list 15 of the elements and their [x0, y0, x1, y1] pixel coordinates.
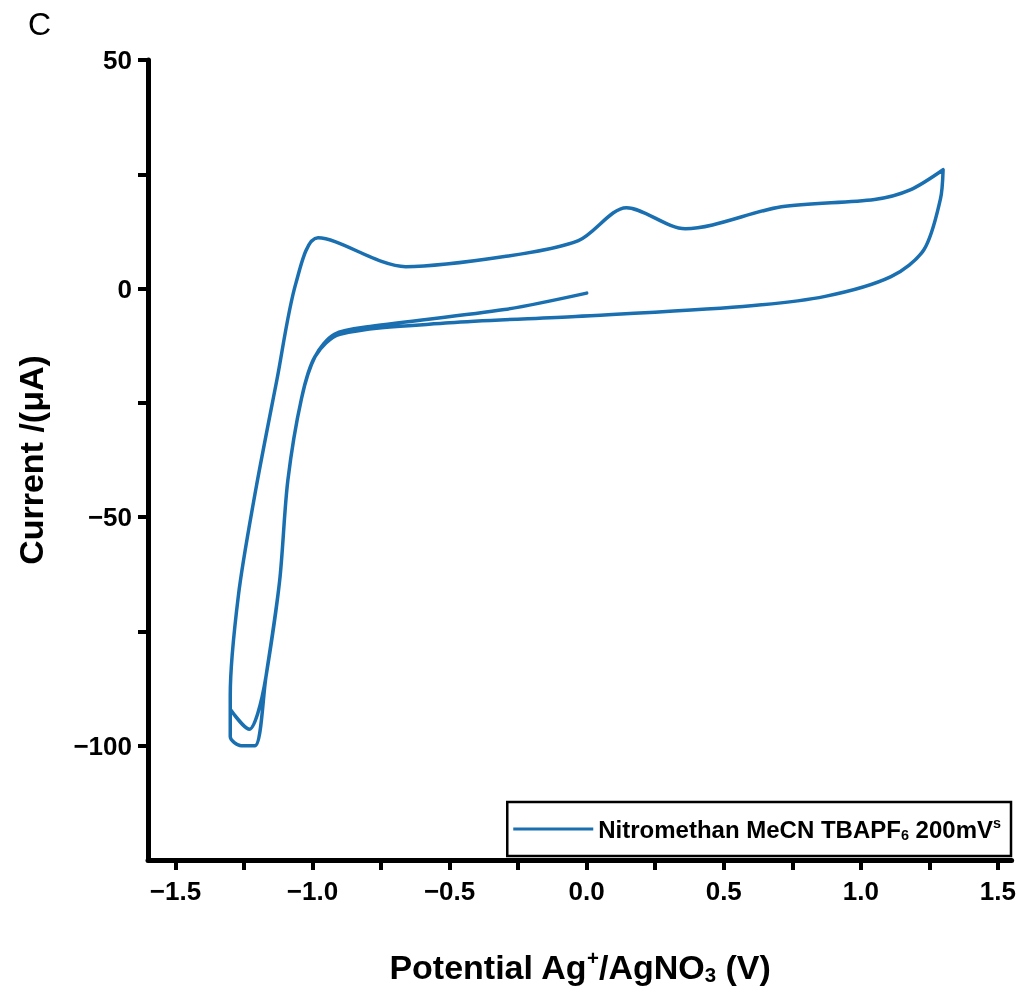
- x-tick-label: −1.0: [286, 876, 339, 906]
- x-axis-title: Potential Ag+/AgNO3 (V): [389, 947, 771, 986]
- text: C: [28, 6, 52, 42]
- x-tick-label: −0.5: [423, 876, 476, 906]
- y-tick-label: 0: [117, 273, 132, 304]
- y-tick-label: −50: [87, 502, 132, 533]
- y-axis-title: Current /(μA): [12, 355, 50, 565]
- y-tick-label: −100: [73, 730, 132, 761]
- x-tick-label: 0.5: [705, 876, 742, 906]
- line-series: [228, 167, 945, 748]
- x-tick-label: 1.5: [979, 876, 1017, 906]
- x-tick-label: 0.0: [568, 876, 605, 906]
- x-tick-label: 1.0: [842, 876, 879, 906]
- x-tick-label: −1.5: [149, 876, 202, 906]
- y-tick-label: 50: [103, 45, 132, 75]
